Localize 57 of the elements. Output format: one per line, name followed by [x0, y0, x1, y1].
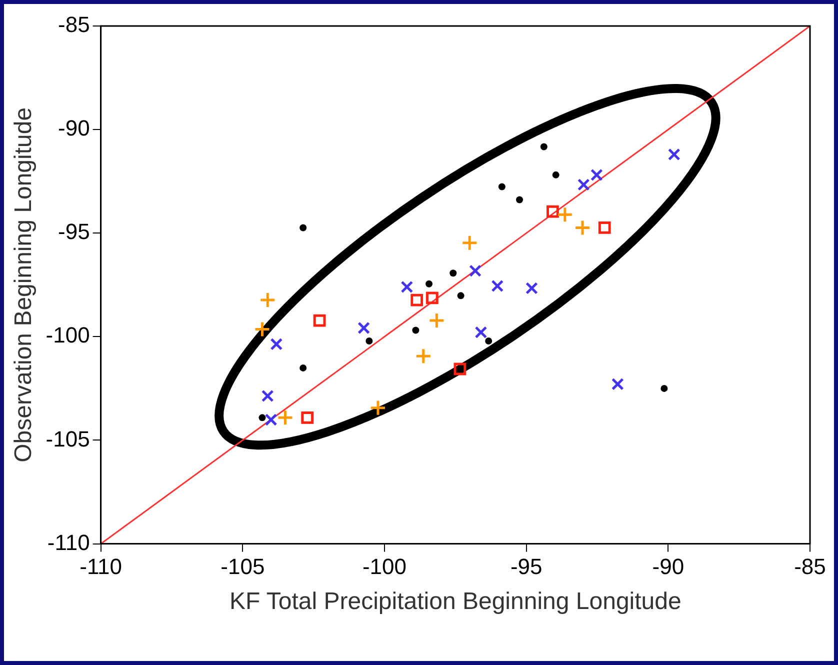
point: [410, 294, 424, 306]
point: [428, 312, 445, 329]
point: [366, 338, 373, 345]
y-tick-label: -100: [46, 322, 90, 348]
point: [457, 292, 464, 300]
point: [300, 364, 307, 372]
x-tick-label: -100: [362, 554, 407, 580]
point: [540, 143, 548, 150]
point: [516, 196, 524, 204]
point: [400, 280, 414, 294]
point: [426, 292, 438, 304]
point: [469, 264, 482, 278]
point: [454, 362, 466, 376]
point: [474, 326, 488, 339]
point: [415, 348, 432, 364]
point: [660, 384, 668, 392]
x-tick-label: -105: [220, 554, 265, 580]
point: [668, 148, 680, 161]
x-axis-title: KF Total Precipitation Beginning Longitude: [229, 588, 682, 616]
point: [276, 409, 294, 426]
x-tick-label: -95: [510, 554, 542, 580]
y-tick-label: -90: [58, 116, 90, 141]
y-tick-label: -105: [46, 426, 90, 452]
point: [556, 206, 574, 223]
y-tick-label: -110: [47, 530, 90, 555]
point: [498, 183, 506, 190]
point: [300, 224, 307, 232]
point: [546, 205, 559, 218]
point: [590, 168, 603, 182]
point: [412, 326, 420, 334]
point: [426, 280, 433, 288]
point: [574, 219, 591, 236]
point: [552, 171, 560, 178]
point: [598, 222, 611, 234]
point: [461, 234, 478, 252]
point: [491, 280, 504, 292]
y-tick-label: -95: [58, 219, 90, 244]
point: [264, 414, 278, 426]
point: [526, 282, 538, 294]
x-tick-label: -90: [652, 554, 684, 580]
y-axis-title: Observation Beginning Longitude: [10, 107, 38, 462]
point: [358, 322, 370, 334]
point: [611, 378, 624, 390]
y-tick-label: -85: [58, 12, 90, 38]
point: [485, 338, 492, 345]
x-tick-label: -85: [794, 554, 826, 580]
point: [261, 390, 274, 402]
point: [270, 338, 283, 350]
point: [577, 178, 590, 191]
point: [258, 414, 266, 422]
point: [450, 270, 457, 277]
point: [313, 314, 326, 327]
point: [254, 320, 270, 338]
point: [259, 292, 276, 308]
point: [370, 400, 386, 416]
point: [301, 411, 314, 424]
x-tick-label: -110: [80, 554, 122, 580]
